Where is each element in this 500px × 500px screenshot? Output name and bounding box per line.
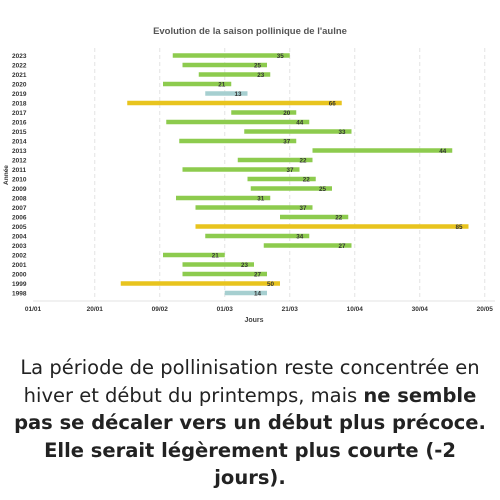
x-tick-label-10-04: 10/04 (347, 306, 364, 313)
y-axis-label: Année (3, 165, 10, 185)
bar-2012 (237, 157, 313, 163)
bar-2008 (176, 195, 271, 201)
y-tick-label-2018: 2018 (12, 100, 27, 107)
bar-2021 (198, 72, 271, 77)
data-label-2014: 37 (283, 138, 291, 145)
bar-1998 (224, 290, 267, 296)
y-tick-label-2001: 2001 (12, 262, 27, 269)
data-label-2013: 44 (439, 148, 447, 155)
bar-2013 (312, 148, 453, 153)
x-tick-label-30-04: 30/04 (412, 306, 429, 313)
data-label-2005: 85 (455, 224, 463, 231)
bar-2015 (244, 129, 352, 134)
bar-2005 (195, 224, 469, 229)
data-label-1998: 14 (254, 290, 262, 297)
data-label-2011: 37 (286, 167, 294, 174)
bar-2022 (182, 62, 267, 68)
bar-2003 (263, 243, 352, 248)
data-label-2021: 23 (257, 72, 265, 79)
y-tick-label-2020: 2020 (12, 81, 27, 88)
bar-2011 (182, 167, 300, 172)
y-tick-label-2011: 2011 (12, 167, 26, 174)
y-tick-label-1999: 1999 (12, 281, 27, 288)
caption-bold: ne semble pas se décaler vers un début p… (14, 383, 486, 490)
bar-2009 (250, 186, 332, 191)
data-label-2004: 34 (296, 233, 304, 240)
y-tick-label-2009: 2009 (12, 186, 27, 193)
data-label-2010: 22 (303, 176, 311, 183)
y-tick-label-2007: 2007 (12, 205, 27, 212)
x-tick-label-20-01: 20/01 (87, 306, 104, 313)
data-label-1999: 50 (267, 281, 275, 288)
data-label-2016: 44 (296, 119, 304, 126)
data-label-2017: 20 (283, 110, 291, 117)
y-tick-label-2017: 2017 (12, 110, 27, 117)
y-tick-label-2008: 2008 (12, 195, 27, 202)
data-label-2009: 25 (319, 186, 327, 193)
bar-2000 (182, 271, 267, 277)
data-label-2008: 31 (257, 195, 265, 202)
bar-2006 (280, 214, 349, 220)
bar-2018 (127, 100, 342, 106)
x-tick-label-21-03: 21/03 (282, 306, 299, 313)
data-label-2023: 35 (277, 53, 285, 60)
y-tick-label-2002: 2002 (12, 252, 27, 259)
data-label-2003: 27 (338, 243, 346, 250)
y-tick-label-2003: 2003 (12, 243, 27, 250)
y-tick-label-2000: 2000 (12, 271, 27, 278)
y-tick-label-2005: 2005 (12, 224, 27, 231)
data-label-2022: 25 (254, 62, 262, 69)
data-label-2001: 23 (241, 262, 249, 269)
data-label-2019: 13 (234, 91, 242, 98)
caption-regular: La période de pollinisation reste concen… (20, 356, 480, 407)
y-tick-label-2010: 2010 (12, 176, 27, 183)
x-axis-label: Jours (244, 317, 263, 324)
bar-2002 (163, 252, 225, 258)
bar-2007 (195, 205, 313, 210)
bar-2014 (179, 138, 297, 144)
bar-1999 (120, 281, 280, 286)
bar-2004 (205, 233, 310, 239)
y-tick-label-2015: 2015 (12, 129, 27, 136)
data-label-2007: 37 (299, 205, 307, 212)
y-tick-label-2023: 2023 (12, 53, 27, 60)
bar-2001 (182, 262, 254, 267)
pollen-season-chart: Evolution de la saison pollinique de l'a… (3, 26, 495, 324)
y-tick-label-2012: 2012 (12, 157, 27, 164)
bar-2017 (231, 110, 297, 115)
y-tick-label-1998: 1998 (12, 290, 27, 297)
data-label-2012: 22 (299, 157, 307, 164)
x-tick-label-01-03: 01/03 (217, 306, 234, 313)
y-tick-label-2016: 2016 (12, 119, 27, 126)
x-tick-label-20-05: 20/05 (477, 306, 494, 313)
data-label-2002: 21 (212, 252, 220, 259)
chart-canvas: Evolution de la saison pollinique de l'a… (3, 26, 495, 324)
bar-2019 (205, 91, 248, 96)
data-label-2000: 27 (254, 271, 262, 278)
y-tick-label-2014: 2014 (12, 138, 27, 145)
bar-2016 (166, 119, 310, 125)
chart-title: Evolution de la saison pollinique de l'a… (153, 26, 347, 37)
y-tick-label-2021: 2021 (12, 72, 27, 79)
data-label-2018: 66 (329, 100, 337, 107)
data-label-2015: 33 (338, 129, 346, 136)
y-tick-label-2004: 2004 (12, 233, 27, 240)
bar-2020 (163, 81, 232, 87)
caption-text: La période de pollinisation reste concen… (10, 354, 490, 492)
x-tick-label-09-02: 09/02 (152, 306, 169, 313)
bar-2023 (172, 53, 290, 58)
y-tick-label-2022: 2022 (12, 62, 27, 69)
y-tick-label-2013: 2013 (12, 148, 27, 155)
bar-2010 (247, 176, 316, 182)
y-tick-label-2019: 2019 (12, 91, 27, 98)
data-label-2020: 21 (218, 81, 226, 88)
data-label-2006: 22 (335, 214, 343, 221)
y-tick-label-2006: 2006 (12, 214, 27, 221)
x-tick-label-01-01: 01/01 (25, 306, 42, 313)
